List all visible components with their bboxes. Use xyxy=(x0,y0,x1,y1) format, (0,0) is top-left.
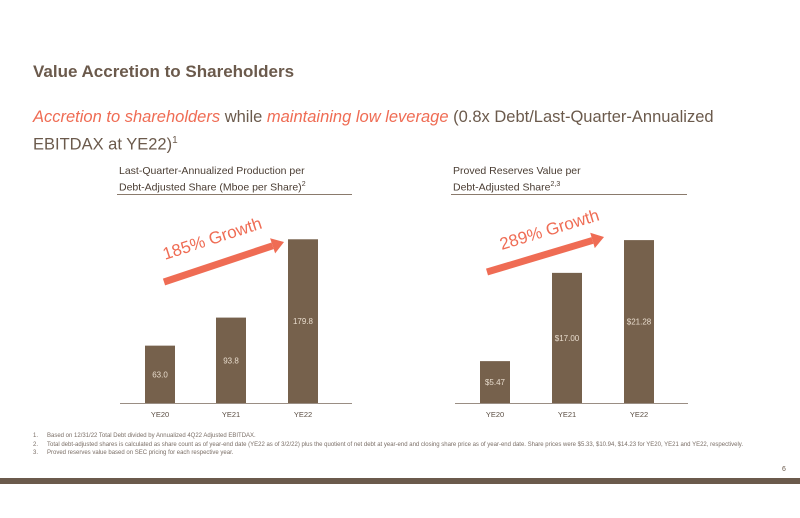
subtitle-highlight-accretion: Accretion to shareholders xyxy=(33,108,221,126)
chart1-bar-ye21 xyxy=(216,317,246,403)
chart2-growth-arrow-shaft xyxy=(485,237,594,276)
footnote-1: 1. Based on 12/31/22 Total Debt divided b… xyxy=(33,432,778,441)
chart2-growth-annotation: 289% Growth xyxy=(497,206,601,254)
chart2-title: Proved Reserves Value per Debt-Adjusted … xyxy=(453,165,581,195)
chart2-data-label: $17.00 xyxy=(555,334,580,343)
footnotes: 1. Based on 12/31/22 Total Debt divided b… xyxy=(33,432,778,458)
chart2-title-rule xyxy=(451,194,687,195)
chart2-bar-ye20 xyxy=(480,361,510,403)
footnote-number: 1. xyxy=(33,433,39,439)
footnote-text: Based on 12/31/22 Total Debt divided by … xyxy=(47,433,256,439)
chart2-growth-arrow-head xyxy=(590,232,604,249)
chart2-tick-label: YE21 xyxy=(558,410,576,419)
chart2-title-line2: Debt-Adjusted Share xyxy=(453,181,551,194)
page-title: Value Accretion to Shareholders xyxy=(33,62,295,81)
chart1-bar-ye22 xyxy=(288,239,318,403)
chart1-growth-arrow-shaft xyxy=(162,242,274,286)
chart1-data-label: 63.0 xyxy=(152,370,168,379)
chart2-tick-label: YE20 xyxy=(486,410,504,419)
chart1-title-line2: Debt-Adjusted Share (Mboe per Share) xyxy=(119,181,302,194)
bottom-bar xyxy=(0,478,800,484)
chart1-data-label: 179.8 xyxy=(293,317,314,326)
footnote-text: Total debt-adjusted shares is calculated… xyxy=(47,441,743,448)
footnote-3: 3. Proved reserves value based on SEC pri… xyxy=(33,449,778,458)
chart1-title-line1: Last-Quarter-Annualized Production per xyxy=(119,165,305,177)
subtitle-footnote-marker: 1 xyxy=(172,135,178,146)
chart1-tick-label: YE20 xyxy=(151,410,169,419)
chart2-data-label: $5.47 xyxy=(485,378,506,387)
page-number: 6 xyxy=(782,466,786,473)
page-subtitle: Accretion to shareholders while maintain… xyxy=(33,106,763,157)
chart1-tick-label: YE21 xyxy=(222,410,240,419)
chart1-bar-ye20 xyxy=(145,345,175,403)
subtitle-highlight-leverage: maintaining low leverage xyxy=(266,108,449,126)
chart2-bar-ye21 xyxy=(552,272,582,403)
chart1-data-label: 93.8 xyxy=(223,356,239,365)
footnote-text: Proved reserves value based on SEC prici… xyxy=(47,450,234,456)
chart1-title-footnote: 2 xyxy=(301,181,306,188)
subtitle-connector: while xyxy=(220,108,267,126)
subtitle-leverage-detail: (0.8x Debt/Last-Quarter-Annualized EBITD… xyxy=(33,108,714,154)
footnote-2: 2. Total debt-adjusted shares is calculat… xyxy=(33,441,778,450)
footnote-number: 3. xyxy=(33,450,39,456)
chart2-data-label: $21.28 xyxy=(627,318,652,327)
footnote-number: 2. xyxy=(33,441,39,448)
chart1-title-rule xyxy=(117,194,352,195)
chart1-growth-arrow-head xyxy=(270,238,284,254)
chart2-tick-label: YE22 xyxy=(630,410,648,419)
chart2-bar-ye22 xyxy=(624,240,654,403)
chart2-title-line1: Proved Reserves Value per xyxy=(453,165,581,177)
chart2-title-footnote: 2,3 xyxy=(550,181,561,188)
chart1-title: Last-Quarter-Annualized Production per D… xyxy=(119,165,306,195)
chart1-tick-label: YE22 xyxy=(294,410,312,419)
